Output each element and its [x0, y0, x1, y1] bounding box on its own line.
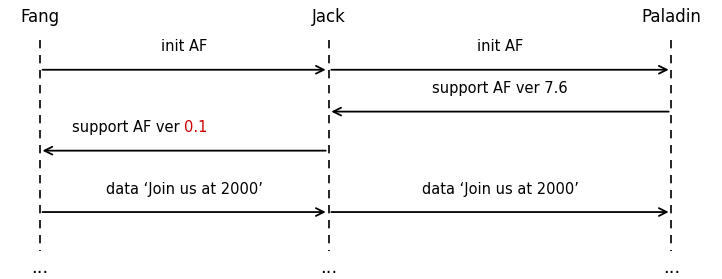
Text: init AF: init AF — [161, 39, 207, 54]
Text: ...: ... — [663, 259, 680, 277]
Text: data ‘Join us at 2000’: data ‘Join us at 2000’ — [105, 182, 263, 197]
Text: init AF: init AF — [477, 39, 523, 54]
Text: support AF ver 7.6: support AF ver 7.6 — [432, 81, 567, 96]
Text: support AF ver: support AF ver — [72, 120, 184, 135]
Text: data ‘Join us at 2000’: data ‘Join us at 2000’ — [422, 182, 578, 197]
Text: Paladin: Paladin — [642, 8, 701, 26]
Text: ...: ... — [31, 259, 48, 277]
Text: Fang: Fang — [20, 8, 59, 26]
Text: ...: ... — [320, 259, 337, 277]
Text: 0.1: 0.1 — [184, 120, 207, 135]
Text: Jack: Jack — [312, 8, 345, 26]
